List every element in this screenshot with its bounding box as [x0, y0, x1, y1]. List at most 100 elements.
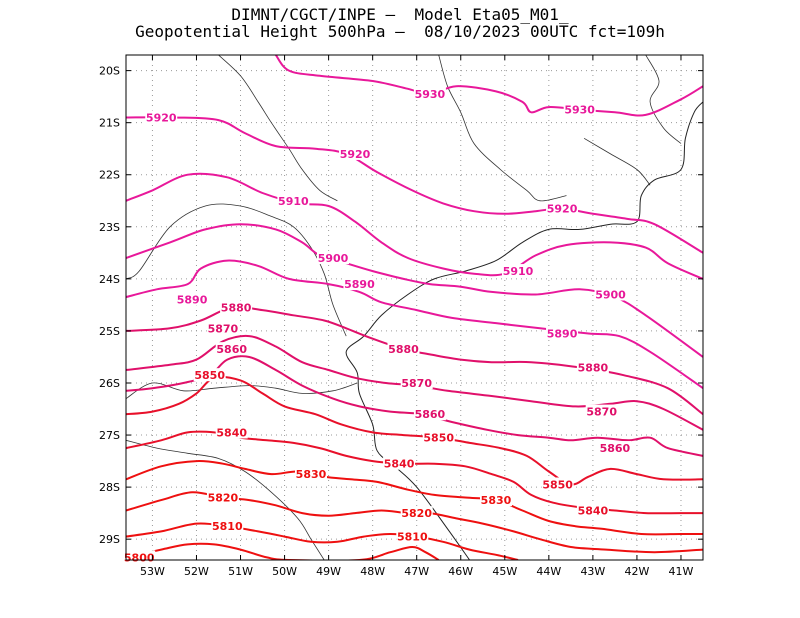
- state-border: [583, 137, 651, 186]
- contour-label-bg: [294, 467, 327, 481]
- contour-label: 5850: [542, 479, 573, 492]
- contour-label-bg: [563, 102, 596, 116]
- state-border: [218, 55, 338, 202]
- lat-tick-label: 21S: [99, 117, 120, 130]
- contour-label-bg: [422, 430, 455, 444]
- contour-label: 5850: [194, 369, 225, 382]
- state-border: [438, 55, 567, 202]
- contour-label: 5870: [401, 377, 432, 390]
- lat-tick-label: 26S: [99, 377, 120, 390]
- contour-label-bg: [413, 87, 446, 101]
- contour-5810: [126, 522, 519, 560]
- title-line-2: Geopotential Height 500hPa – 08/10/2023 …: [135, 22, 665, 41]
- contour-label: 5930: [564, 104, 595, 117]
- contour-5850: [126, 375, 703, 486]
- contour-label: 5860: [216, 343, 247, 356]
- contour-label: 5890: [547, 328, 578, 341]
- lon-tick-label: 41W: [669, 565, 694, 578]
- lon-tick-label: 51W: [228, 565, 253, 578]
- contour-label-bg: [220, 300, 253, 314]
- title-line-1: DIMNT/CGCT/INPE – Model Eta05_M01_: [231, 5, 569, 24]
- contour-label: 5840: [578, 505, 609, 518]
- contour-label: 5830: [481, 494, 512, 507]
- contour-label-bg: [502, 264, 535, 278]
- contour-5930: [274, 55, 703, 117]
- lon-tick-label: 52W: [184, 565, 209, 578]
- contour-label-bg: [215, 342, 248, 356]
- contour-5900: [126, 223, 703, 358]
- contour-label: 5820: [401, 507, 432, 520]
- contour-label-bg: [598, 441, 631, 455]
- contour-label: 5920: [340, 148, 371, 161]
- contour-label: 5910: [278, 195, 309, 208]
- contour-5870: [126, 334, 703, 431]
- contour-label: 5820: [208, 492, 239, 505]
- axis-ticks: 53W 52W 51W 50W 49W 48W 47W 46W 45W 44W 43W 42W 41W 2…: [99, 55, 703, 578]
- contour-label: 5880: [221, 302, 252, 315]
- contour-label-bg: [176, 292, 209, 306]
- contour-label-bg: [541, 477, 574, 491]
- contour-label: 5850: [423, 432, 454, 445]
- contour-5800: [126, 542, 440, 560]
- contour-label: 5910: [503, 265, 534, 278]
- state-border: [126, 382, 358, 399]
- lon-tick-label: 42W: [624, 565, 649, 578]
- contour-label-bg: [585, 404, 618, 418]
- contour-labels: 5930 5930 5920 5920 5920 5910 5910 5900 5900 5890…: [123, 87, 631, 564]
- contour-label: 5800: [124, 551, 155, 564]
- lon-tick-label: 44W: [536, 565, 561, 578]
- contour-label: 5920: [547, 203, 578, 216]
- contour-label: 5870: [586, 406, 617, 419]
- contour-5910: [126, 172, 703, 280]
- lat-tick-label: 24S: [99, 273, 120, 286]
- contour-label: 5930: [415, 88, 446, 101]
- contour-label-bg: [145, 110, 178, 124]
- contour-label-bg: [413, 407, 446, 421]
- contour-label-bg: [594, 287, 627, 301]
- lat-tick-label: 27S: [99, 429, 120, 442]
- contour-label-bg: [277, 193, 310, 207]
- state-border: [126, 439, 325, 560]
- contour-5830: [126, 460, 703, 536]
- contour-label-bg: [339, 146, 372, 160]
- lon-tick-label: 49W: [316, 565, 341, 578]
- state-border: [645, 55, 682, 144]
- contour-label: 5810: [212, 520, 243, 533]
- contour-label-bg: [576, 503, 609, 517]
- contour-label-bg: [400, 375, 433, 389]
- contour-label: 5870: [208, 322, 239, 335]
- lon-tick-label: 43W: [580, 565, 605, 578]
- map-frame: [125, 54, 704, 561]
- contour-label: 5890: [177, 294, 208, 307]
- contour-label-bg: [576, 360, 609, 374]
- contour-label-bg: [206, 321, 239, 335]
- lon-tick-label: 50W: [272, 565, 297, 578]
- contour-label-bg: [206, 490, 239, 504]
- contour-label-bg: [546, 201, 579, 215]
- contour-label-bg: [383, 456, 416, 470]
- contour-label: 5900: [318, 252, 349, 265]
- contour-label-bg: [193, 368, 226, 382]
- contour-label-bg: [343, 277, 376, 291]
- lon-tick-label: 53W: [140, 565, 165, 578]
- contour-label: 5860: [600, 442, 631, 455]
- contour-label: 5830: [296, 468, 327, 481]
- lon-tick-label: 47W: [404, 565, 429, 578]
- lat-tick-label: 23S: [99, 221, 120, 234]
- contour-label: 5880: [388, 343, 419, 356]
- contour-label: 5880: [578, 361, 609, 374]
- lon-tick-label: 46W: [448, 565, 473, 578]
- contour-label-bg: [546, 326, 579, 340]
- contour-label-bg: [215, 425, 248, 439]
- contour-label: 5840: [216, 426, 247, 439]
- map-title: DIMNT/CGCT/INPE – Model Eta05_M01_ Geopo…: [0, 6, 800, 40]
- contour-label: 5810: [397, 531, 428, 544]
- contour-5890: [126, 259, 703, 390]
- contour-label-bg: [211, 519, 244, 533]
- contour-label-bg: [400, 506, 433, 520]
- contour-label: 5900: [595, 288, 626, 301]
- lat-tick-label: 25S: [99, 325, 120, 338]
- contour-label-bg: [479, 493, 512, 507]
- grid-lines: [126, 55, 703, 560]
